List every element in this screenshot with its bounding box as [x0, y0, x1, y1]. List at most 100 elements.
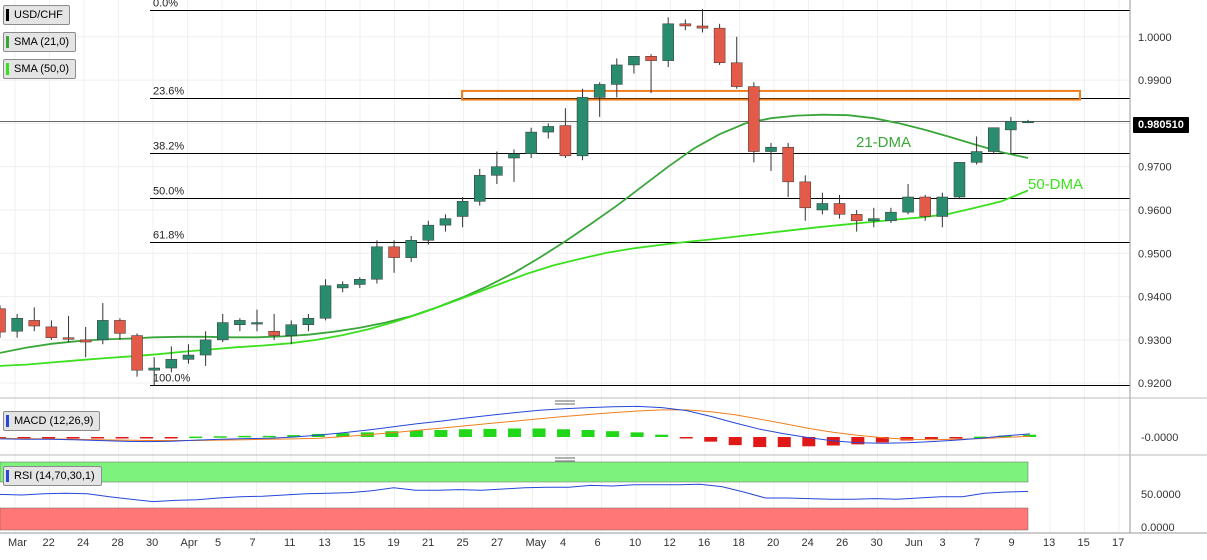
candle-bullish [611, 64, 623, 85]
fib-label: 38.2% [153, 141, 184, 153]
candle-bullish [439, 218, 452, 226]
sma50-label[interactable]: SMA (50,0) [3, 59, 77, 79]
price-tick-label: 0.9300 [1138, 335, 1172, 347]
candle-bearish [713, 27, 726, 64]
candle-bullish [936, 196, 949, 217]
macd-label[interactable]: MACD (12,26,9) [3, 411, 101, 431]
macd-hist-bar-positive [385, 431, 399, 437]
macd-hist-bar-negative [679, 437, 693, 439]
macd-hist-bar-positive [532, 428, 546, 437]
candle-bearish [645, 56, 657, 61]
x-tick-label: 27 [491, 537, 503, 549]
rsi-overbought-zone [0, 461, 1029, 483]
candle-bullish [456, 201, 469, 217]
macd-hist-bar-negative [753, 437, 767, 448]
candle-bearish [782, 146, 794, 183]
macd-hist-bar-positive [213, 436, 227, 438]
candle-bullish [182, 354, 195, 360]
sma21-label[interactable]: SMA (21,0) [3, 32, 77, 52]
price-tick-label: 0.9600 [1138, 205, 1172, 217]
macd-swatch [6, 415, 9, 427]
rsi-line [0, 483, 1029, 503]
annotation-21dma: 21-DMA [856, 134, 911, 151]
candle-bullish [593, 84, 606, 98]
sma50-label-text: SMA (50,0) [14, 63, 70, 75]
candle-bullish [902, 196, 914, 213]
annotation-50dma: 50-DMA [1028, 176, 1083, 193]
rsi-label-text: RSI (14,70,30,1) [14, 470, 95, 482]
x-tick-label: 13 [1043, 537, 1055, 549]
macd-hist-bar-positive [557, 429, 571, 437]
x-tick-label: 20 [767, 537, 779, 549]
candle-bearish [730, 62, 743, 87]
macd-label-text: MACD (12,26,9) [14, 415, 94, 427]
macd-hist-bar-positive [606, 431, 620, 437]
x-tick-label: 24 [77, 537, 89, 549]
x-tick-label: 30 [871, 537, 883, 549]
macd-signal-line [0, 409, 1031, 441]
price-tick-label: 0.9900 [1138, 75, 1172, 87]
rsi-tick-label: 0.0000 [1141, 522, 1175, 534]
candle-bullish [371, 246, 383, 280]
macd-hist-bar-negative [164, 437, 178, 439]
candle-bearish [62, 337, 75, 340]
candle-bearish [679, 23, 692, 27]
price-tick-label: 0.9500 [1138, 248, 1172, 260]
candle-bullish [1022, 120, 1034, 123]
macd-hist-bar-negative [140, 437, 154, 439]
x-tick-label: 9 [1009, 537, 1015, 549]
candle-bullish [216, 322, 229, 341]
macd-hist-bar-negative [802, 437, 816, 447]
macd-hist-bar-positive [189, 436, 203, 439]
macd-hist-bar-positive [409, 430, 423, 437]
fib-label: 23.6% [153, 86, 184, 98]
candle-bullish [885, 211, 897, 222]
x-tick-label: 16 [698, 537, 710, 549]
macd-hist-bar-negative [875, 437, 889, 443]
x-tick-label: 26 [836, 537, 848, 549]
macd-hist-bar-positive [655, 434, 669, 437]
sma50-swatch [6, 63, 9, 75]
x-tick-label: 6 [595, 537, 601, 549]
price-tick-label: 0.9400 [1138, 292, 1172, 304]
candle-bullish [628, 56, 640, 66]
macd-line [0, 405, 1031, 444]
x-tick-label: 7 [974, 537, 980, 549]
macd-hist-bar-positive [483, 428, 497, 437]
price-tick-label: 1.0000 [1138, 32, 1172, 44]
candle-bearish [799, 181, 812, 209]
candle-bullish [542, 126, 555, 133]
x-tick-label: 18 [733, 537, 745, 549]
rsi-label[interactable]: RSI (14,70,30,1) [3, 466, 102, 486]
candle-bullish [473, 175, 486, 202]
candle-bullish [251, 322, 263, 325]
candle-bearish [28, 320, 41, 327]
x-tick-label: 17 [1112, 537, 1124, 549]
macd-hist-bar-positive [508, 428, 521, 437]
x-tick-label: 19 [388, 537, 400, 549]
x-tick-label: 25 [457, 537, 469, 549]
macd-hist-bar-negative [851, 437, 865, 445]
candle-bearish [850, 214, 863, 222]
candle-bullish [987, 127, 1000, 152]
x-tick-label: 5 [215, 537, 221, 549]
x-tick-label: 15 [1078, 537, 1090, 549]
x-tick-label: 3 [940, 537, 946, 549]
candle-bullish [816, 203, 829, 211]
candle-bearish [919, 196, 931, 217]
candle-bearish [0, 308, 6, 333]
macd-hist-bar-negative [42, 437, 56, 439]
price-tick-label: 0.9700 [1138, 162, 1172, 174]
symbol-label[interactable]: USD/CHF [3, 5, 70, 25]
fib-label: 61.8% [153, 230, 184, 242]
macd-hist-bar-positive [630, 432, 644, 437]
x-tick-label: 28 [112, 537, 124, 549]
x-tick-label: May [526, 537, 547, 549]
fib-label: 50.0% [153, 186, 184, 198]
fib-label: 0.0% [153, 0, 178, 10]
price-tick-label: 0.9200 [1138, 378, 1172, 390]
macd-hist-bar-positive [973, 436, 987, 439]
candle-bullish [508, 153, 520, 159]
candle-bearish [559, 125, 572, 157]
